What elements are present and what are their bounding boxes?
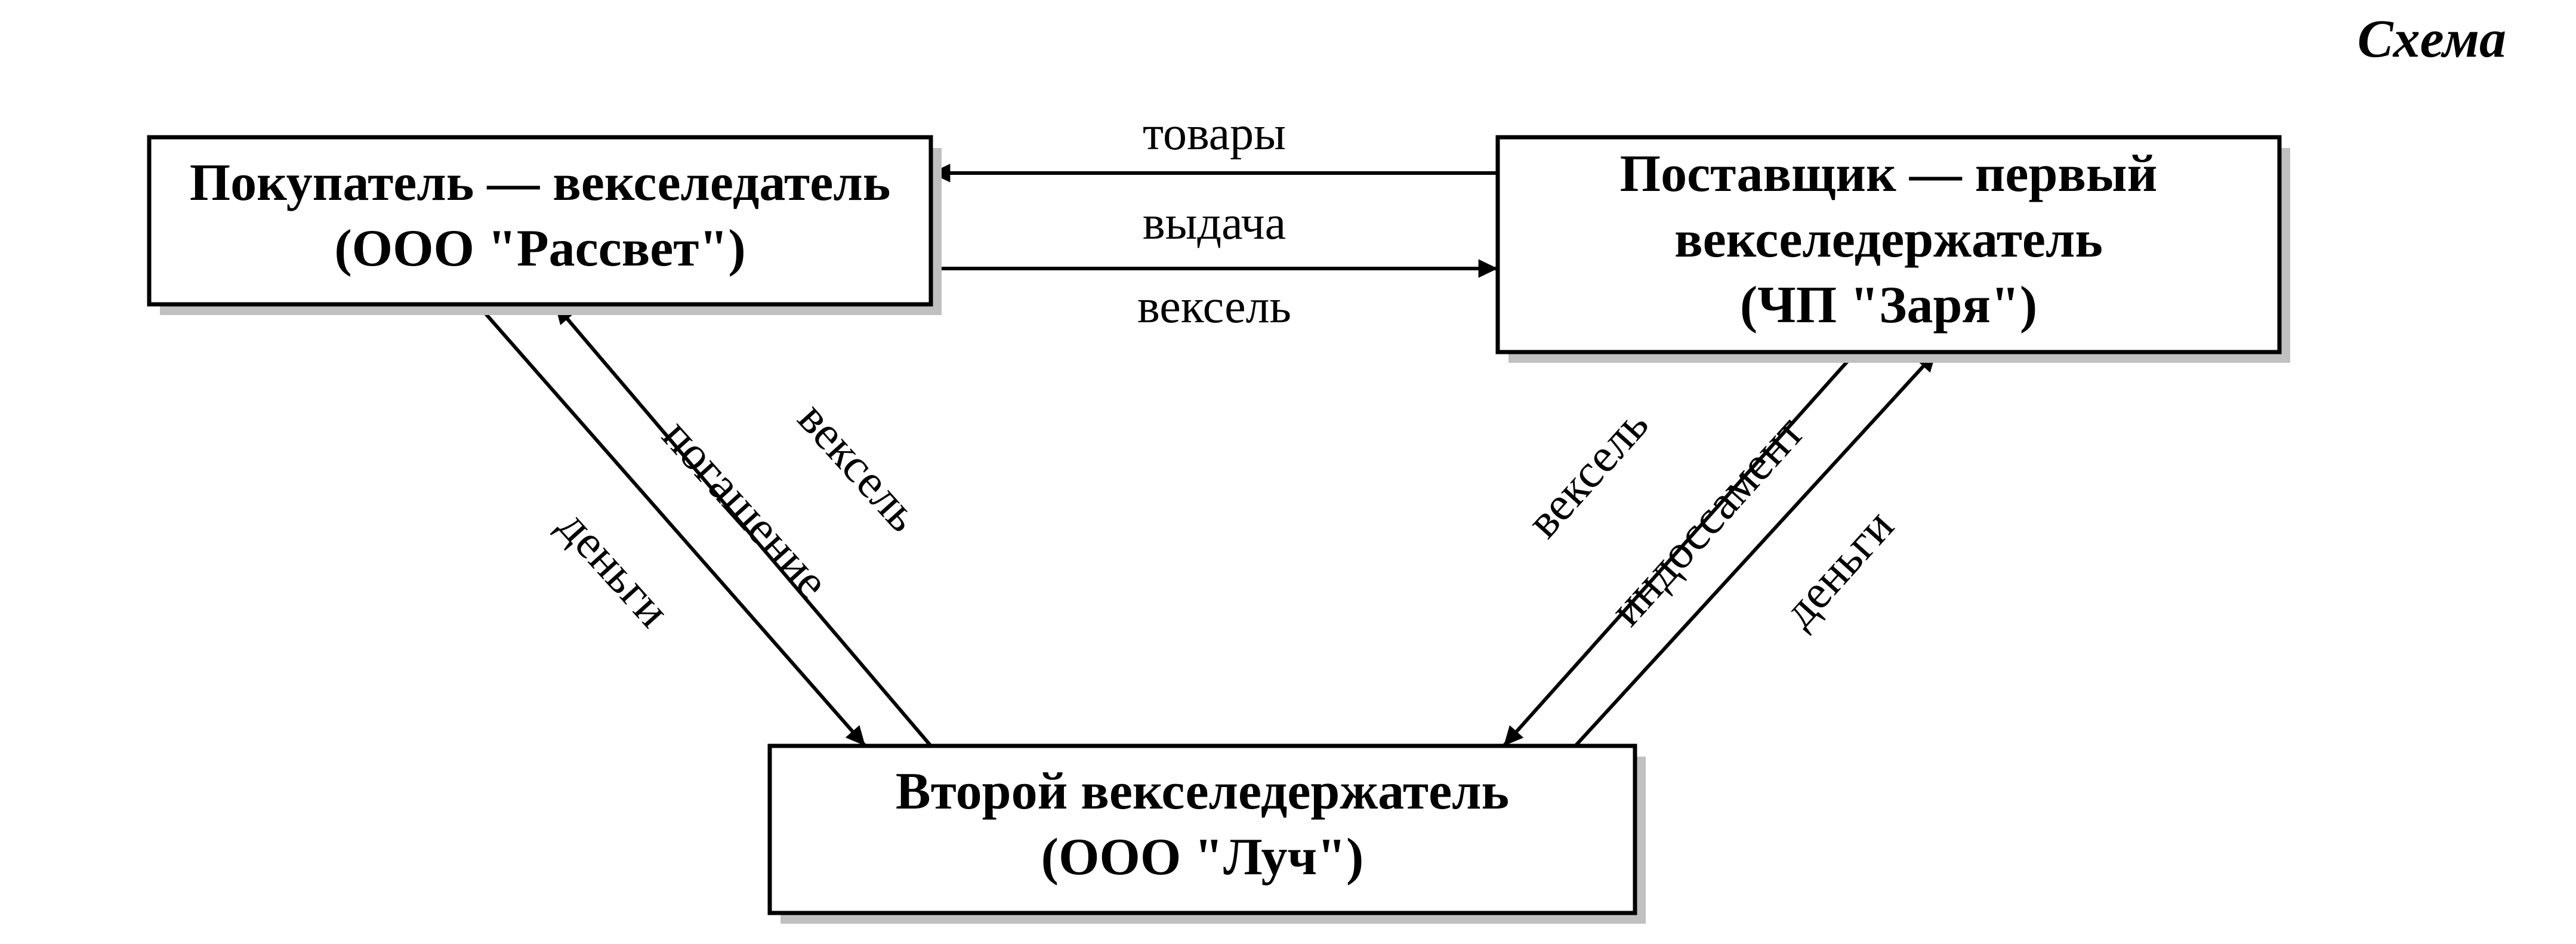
- edge-label: вексель: [788, 392, 930, 542]
- node-label: (ООО "Рассвет"): [334, 220, 745, 277]
- node-buyer: Покупатель — векселедатель (ООО "Рассвет"…: [149, 137, 942, 315]
- edge-label: деньги: [548, 499, 680, 637]
- edge-label: вексель: [1517, 398, 1659, 548]
- edge-issue: выдача вексель: [931, 197, 1498, 333]
- edge-label: товары: [1143, 107, 1286, 160]
- edge-line: [477, 304, 865, 746]
- node-label: Второй векселедержатель: [896, 763, 1509, 820]
- node-label: Поставщик — первый: [1620, 145, 2158, 203]
- diagram-title: Схема: [2358, 10, 2506, 69]
- edge-label: деньги: [1773, 499, 1904, 637]
- node-label: (ООО "Луч"): [1041, 828, 1364, 886]
- edge-repay-money: деньги: [477, 304, 865, 746]
- nodes-group: Покупатель — векселедатель (ООО "Рассвет"…: [149, 137, 2290, 924]
- arrowhead-icon: [1479, 259, 1498, 277]
- node-supplier: Поставщик — первый векселедержатель (ЧП "З…: [1498, 137, 2290, 363]
- diagram-canvas: Схематоварывыдачавексельденьгипогашениев…: [0, 0, 2576, 944]
- node-second: Второй векселедержатель (ООО "Луч"): [770, 746, 1646, 924]
- node-label: векселедержатель: [1674, 211, 2103, 269]
- edge-repay-note: погашениевексель: [555, 304, 931, 746]
- node-label: Покупатель — векселедатель: [190, 154, 891, 212]
- edge-endorse-note: вексельиндоссамент: [1504, 352, 1856, 746]
- node-label: (ЧП "Заря"): [1740, 276, 2037, 334]
- edge-label: выдача: [1143, 197, 1286, 249]
- edge-label: вексель: [1137, 280, 1291, 333]
- edge-goods: товары: [931, 107, 1498, 183]
